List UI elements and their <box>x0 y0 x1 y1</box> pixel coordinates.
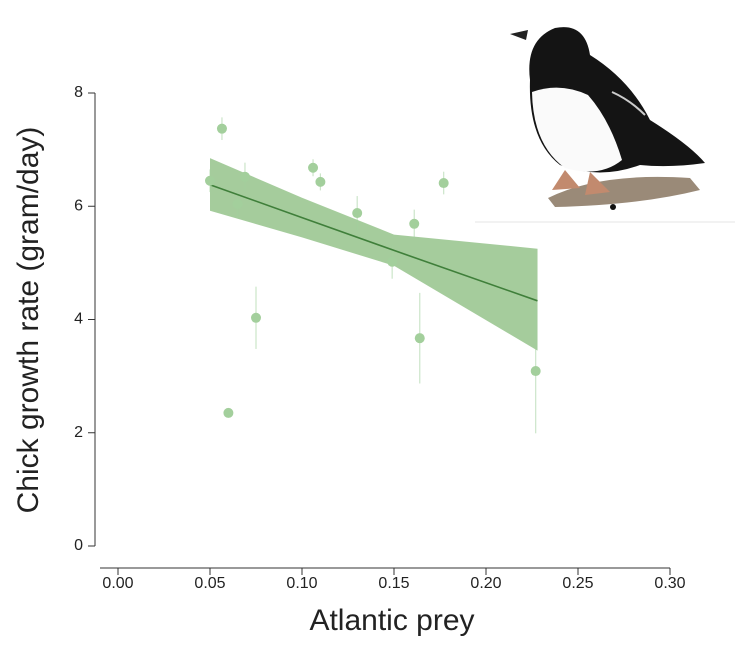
wing-marks <box>611 91 646 116</box>
x-tick-label: 0.20 <box>470 575 501 592</box>
x-tick-label: 0.25 <box>562 575 593 592</box>
data-point <box>387 256 398 267</box>
bird-feet <box>552 170 610 195</box>
y-axis-title: Chick growth rate (gram/day) <box>12 127 45 514</box>
data-point <box>530 366 541 377</box>
y-tick-label: 6 <box>74 197 83 214</box>
x-axis-title: Atlantic prey <box>309 604 474 637</box>
data-point <box>223 407 234 418</box>
data-point <box>352 208 363 219</box>
y-tick-label: 0 <box>74 537 83 554</box>
dot <box>610 204 616 210</box>
rock <box>548 176 700 207</box>
data-point <box>315 176 326 187</box>
data-point <box>414 333 425 344</box>
y-tick-label: 4 <box>74 311 83 328</box>
x-tick-label: 0.15 <box>378 575 409 592</box>
data-point <box>205 175 215 186</box>
data-point <box>308 162 319 173</box>
data-point <box>232 198 243 209</box>
data-point <box>239 171 250 182</box>
data-point <box>409 218 420 229</box>
y-tick-label: 8 <box>74 84 83 101</box>
confidence-band <box>210 158 538 351</box>
regression-line <box>209 183 538 302</box>
bird-beak <box>510 30 528 40</box>
data-point <box>216 123 227 134</box>
data-point <box>251 312 261 323</box>
bird-belly <box>532 87 622 172</box>
x-tick-label: 0.30 <box>654 575 685 592</box>
x-tick-label: 0.00 <box>102 575 133 592</box>
bird-illustration <box>475 27 735 223</box>
x-tick-label: 0.10 <box>286 575 317 592</box>
data-point <box>438 178 449 189</box>
x-tick-label: 0.05 <box>194 575 225 592</box>
y-tick-label: 2 <box>74 424 83 441</box>
